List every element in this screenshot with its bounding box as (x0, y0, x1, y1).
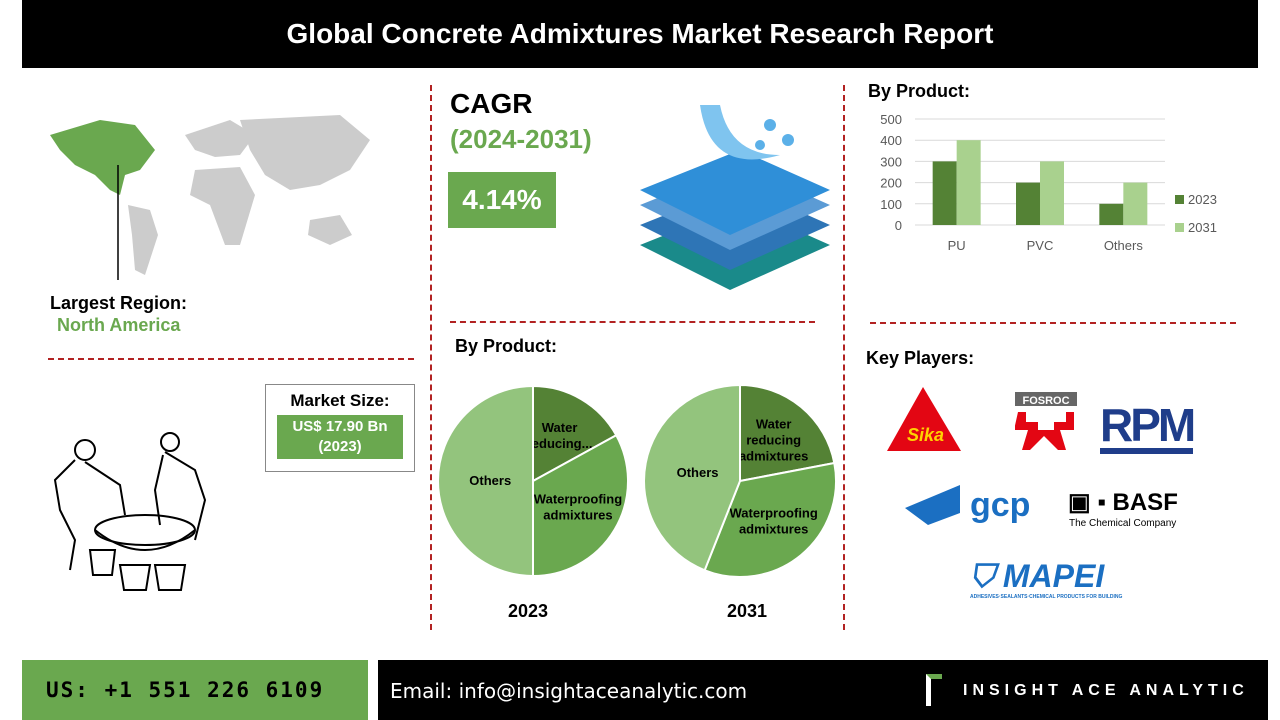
bar-2031-Others (1123, 182, 1148, 225)
footer-email[interactable]: Email: info@insightaceanalytic.com (390, 679, 748, 703)
cagr-period: (2024-2031) (450, 124, 592, 154)
key-players-title: Key Players: (866, 348, 975, 368)
bar-2023-PU (932, 161, 957, 225)
bar-section-title: By Product: (868, 81, 971, 101)
pie-label: Others (677, 465, 719, 480)
market-size-value: US$ 17.90 Bn (292, 418, 388, 435)
bar-2031-PU (956, 140, 981, 225)
mapei-logo: ⛉ MAPEI (970, 558, 1105, 594)
cagr-value: 4.14% (448, 172, 556, 228)
divider (430, 85, 432, 630)
svg-text:Sika: Sika (907, 425, 944, 445)
workers-illustration-icon (53, 432, 207, 591)
pie-label: Others (469, 473, 511, 488)
bar-chart: 0 100 200 300 400 500 PU PVC Others 2023 2031 (880, 112, 1217, 253)
market-size-label: Market Size: (290, 391, 390, 410)
fosroc-logo: FOSROC (1015, 392, 1077, 450)
pie-label: Waterproofing admixtures (729, 506, 817, 537)
largest-region-value: North America (57, 315, 181, 335)
pie-slice (703, 461, 837, 578)
world-map-icon (50, 115, 370, 280)
x-tick-label: Others (1104, 238, 1144, 253)
pie-charts: Water reducing... Waterproofing admixtures O… (437, 383, 837, 578)
bar-2031-PVC (1040, 161, 1064, 225)
x-tick-label: PU (948, 238, 966, 253)
pie-slice (437, 384, 534, 578)
bar-2023-PVC (1016, 182, 1040, 225)
sika-logo: Sika (887, 387, 961, 451)
gcp-logo-mark (905, 485, 960, 525)
legend-label: 2023 (1188, 192, 1217, 207)
footer-phone[interactable]: US: +1 551 226 6109 (22, 660, 368, 720)
pie-slice (532, 433, 629, 578)
market-size-year: (2023) (318, 438, 362, 455)
rpm-logo: RPM (1100, 402, 1196, 454)
divider (48, 358, 414, 360)
legend-swatch (1175, 195, 1184, 204)
x-tick-label: PVC (1027, 238, 1054, 253)
pie-label: Water reducing admixtures (739, 416, 808, 463)
pie-slice (643, 383, 741, 572)
largest-region-label: Largest Region: (50, 293, 188, 313)
gcp-logo: gcp (970, 486, 1031, 524)
pie-label: Water reducing... (527, 420, 593, 451)
y-tick-label: 200 (880, 176, 902, 191)
market-size-box: Market Size: US$ 17.90 Bn (2023) (265, 384, 415, 472)
cagr-label: CAGR (450, 88, 533, 119)
svg-text:FOSROC: FOSROC (1022, 395, 1069, 407)
report-title: Global Concrete Admixtures Market Resear… (22, 0, 1258, 68)
pie-section-title: By Product: (455, 336, 558, 356)
insightace-logo-icon (926, 674, 942, 706)
pie-2023-title: 2023 (508, 601, 549, 621)
pie-slice (739, 383, 836, 483)
divider (843, 85, 845, 630)
bar-2023-Others (1099, 203, 1124, 225)
y-tick-label: 500 (880, 112, 902, 127)
y-tick-label: 300 (880, 154, 902, 169)
basf-tagline: The Chemical Company (1069, 518, 1177, 529)
legend-swatch (1175, 223, 1184, 232)
mapei-tagline: ADHESIVES·SEALANTS·CHEMICAL PRODUCTS FOR… (970, 594, 1123, 600)
footer-brand: INSIGHT ACE ANALYTIC (963, 682, 1249, 699)
divider (450, 321, 815, 323)
divider (870, 322, 1236, 324)
y-tick-label: 0 (895, 218, 902, 233)
waterproofing-layers-icon (640, 105, 830, 290)
basf-logo: ▣ ▪ BASF (1068, 489, 1178, 516)
footer-bar: Email: info@insightaceanalytic.com INSIG… (378, 660, 1268, 720)
pie-slice (532, 384, 618, 483)
legend-label: 2031 (1188, 220, 1217, 235)
y-tick-label: 400 (880, 133, 902, 148)
pie-2031-title: 2031 (727, 601, 768, 621)
y-tick-label: 100 (880, 197, 902, 212)
pie-label: Waterproofing admixtures (534, 492, 622, 523)
